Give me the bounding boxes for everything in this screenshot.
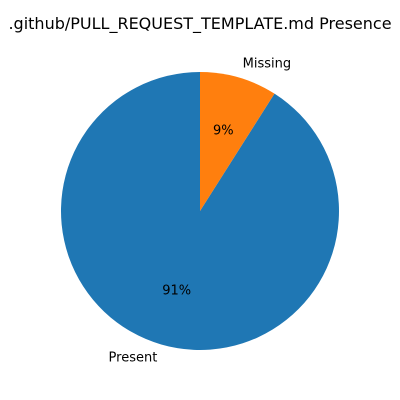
slice-label-missing: Missing	[243, 57, 291, 72]
slice-percent-present: 91%	[162, 284, 191, 299]
slice-label-present: Present	[109, 350, 158, 365]
pie-slices	[61, 72, 339, 350]
chart-title: .github/PULL_REQUEST_TEMPLATE.md Presenc…	[8, 14, 391, 34]
slice-percent-missing: 9%	[213, 123, 234, 138]
